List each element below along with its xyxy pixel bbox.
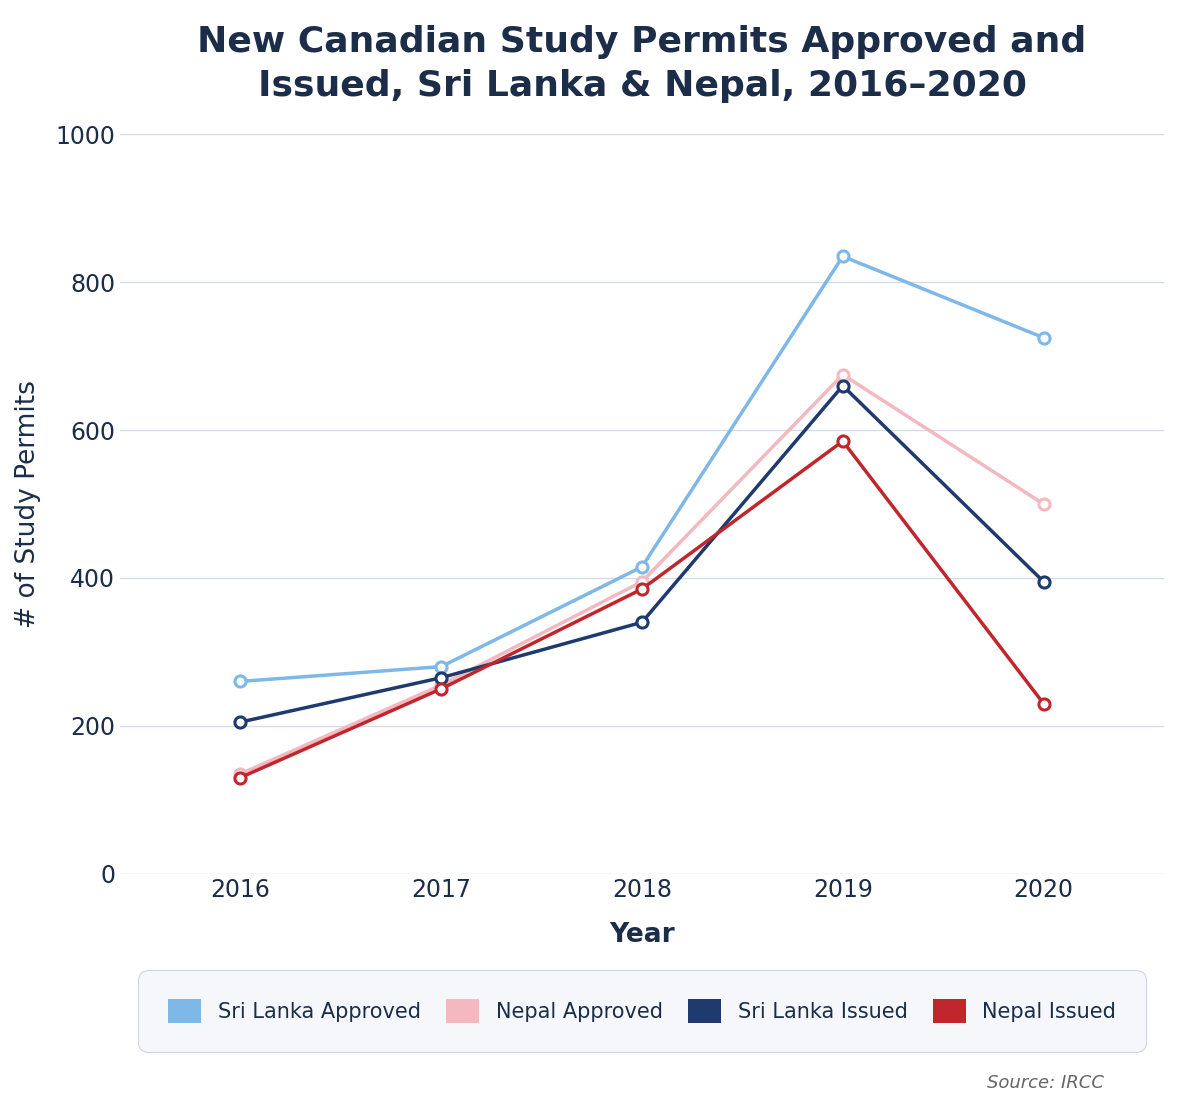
Y-axis label: # of Study Permits: # of Study Permits bbox=[16, 380, 41, 628]
X-axis label: Year: Year bbox=[610, 922, 674, 948]
Title: New Canadian Study Permits Approved and
Issued, Sri Lanka & Nepal, 2016–2020: New Canadian Study Permits Approved and … bbox=[197, 25, 1087, 103]
Text: Source: IRCC: Source: IRCC bbox=[986, 1074, 1104, 1092]
Legend: Sri Lanka Approved, Nepal Approved, Sri Lanka Issued, Nepal Issued: Sri Lanka Approved, Nepal Approved, Sri … bbox=[149, 980, 1135, 1042]
